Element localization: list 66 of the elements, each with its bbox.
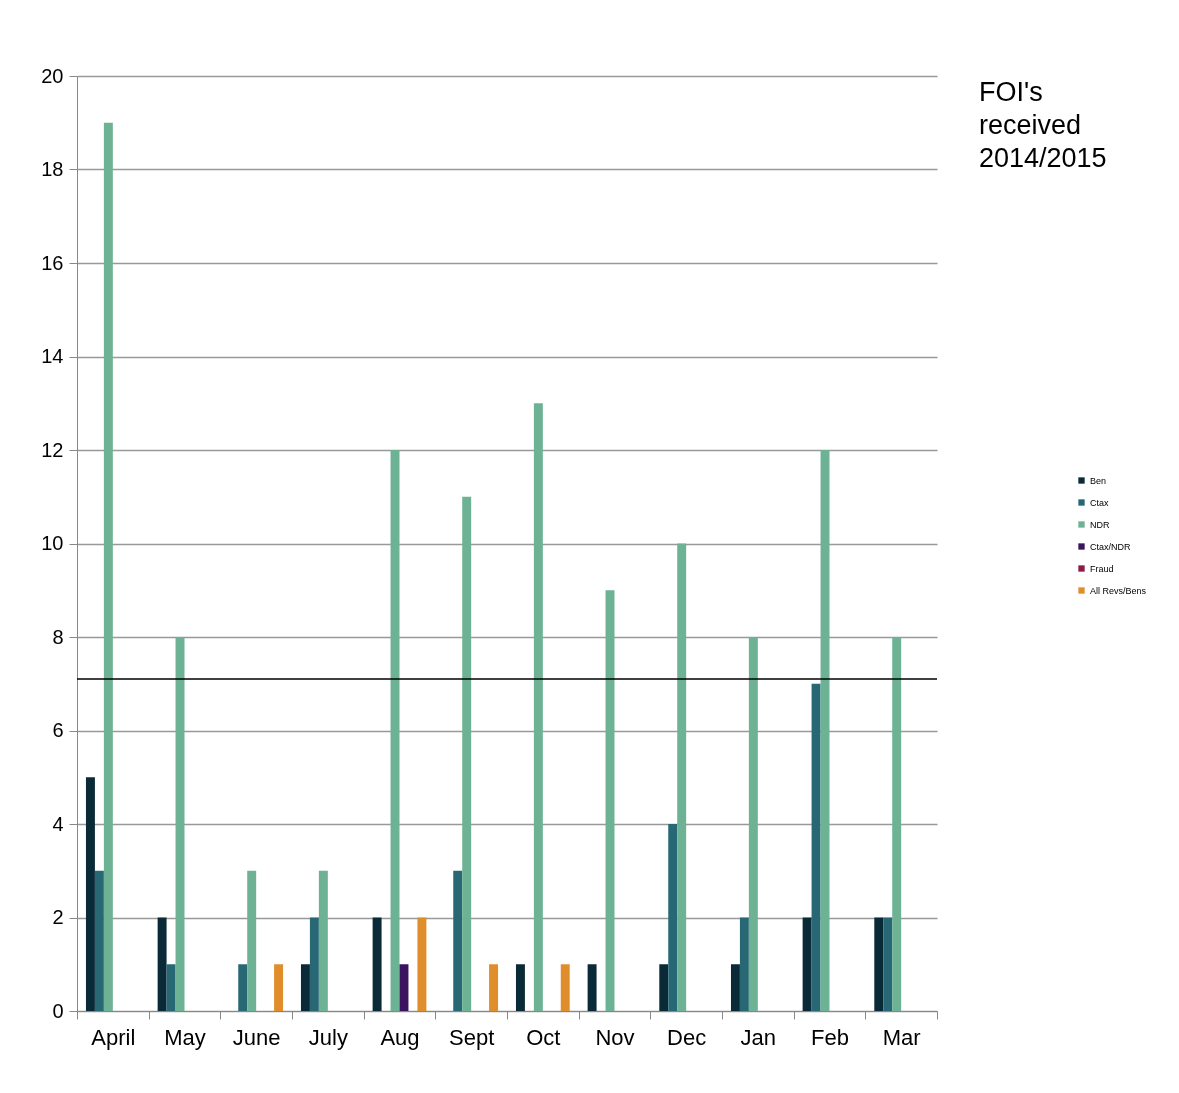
x-tick-label: July	[308, 1024, 348, 1050]
bar	[560, 964, 570, 1011]
bar	[605, 590, 615, 1011]
bar	[103, 122, 113, 1011]
bar	[318, 870, 328, 1011]
bar	[811, 683, 821, 1011]
x-tick-label: Feb	[811, 1024, 849, 1050]
x-tick-label: May	[164, 1024, 206, 1050]
bar	[372, 917, 382, 1011]
y-tick-label: 10	[41, 532, 64, 554]
bar	[175, 637, 185, 1011]
x-tick-label: Jan	[740, 1024, 777, 1050]
y-tick-label: 20	[41, 64, 64, 87]
bar	[883, 917, 893, 1011]
bar	[739, 917, 749, 1011]
bar	[515, 964, 525, 1011]
y-tick-label: 2	[52, 906, 64, 928]
bar	[730, 964, 740, 1011]
bar	[274, 964, 284, 1011]
legend-label: Ben	[1090, 475, 1107, 486]
x-tick-label: Oct	[526, 1024, 561, 1050]
bar	[677, 543, 687, 1011]
x-tick-label: Mar	[882, 1024, 921, 1050]
y-tick-label: 6	[52, 719, 64, 741]
legend-label: Fraud	[1090, 563, 1114, 574]
bar	[748, 637, 758, 1011]
bar	[462, 496, 472, 1011]
bar	[587, 964, 597, 1011]
x-tick-label: Sept	[449, 1024, 495, 1050]
bar	[399, 964, 409, 1011]
legend-label: NDR	[1090, 519, 1110, 530]
bar	[247, 870, 257, 1011]
legend-label: Ctax	[1090, 497, 1110, 508]
x-tick-label: April	[91, 1024, 136, 1050]
text: FOI's received 2014/2015	[979, 77, 1107, 173]
y-tick-label: 4	[52, 812, 64, 835]
x-tick-label: Nov	[595, 1024, 635, 1050]
bar	[85, 777, 95, 1011]
y-tick-label: 8	[52, 625, 64, 648]
x-tick-label: Aug	[380, 1024, 420, 1050]
bar	[533, 403, 543, 1011]
bar	[309, 917, 319, 1011]
y-tick-label: 18	[41, 158, 64, 180]
y-tick-label: 0	[52, 999, 64, 1022]
bar	[489, 964, 499, 1011]
bar	[802, 917, 812, 1011]
bar	[668, 824, 678, 1011]
bar	[874, 917, 884, 1011]
x-tick-label: June	[232, 1024, 281, 1050]
bar	[166, 964, 176, 1011]
bar	[892, 637, 902, 1011]
bar	[94, 870, 104, 1011]
y-tick-label: 12	[41, 438, 64, 461]
bar	[300, 964, 310, 1011]
bar	[417, 917, 427, 1011]
bar	[238, 964, 248, 1011]
bar	[157, 917, 167, 1011]
legend-label: All Revs/Bens	[1090, 585, 1147, 596]
x-tick-label: Dec	[667, 1024, 707, 1050]
y-tick-label: 16	[41, 251, 64, 274]
legend-label: Ctax/NDR	[1090, 541, 1131, 552]
y-tick-label: 14	[41, 345, 64, 367]
bar	[453, 870, 463, 1011]
bar	[820, 450, 830, 1011]
bar	[659, 964, 669, 1011]
bar	[390, 450, 400, 1011]
